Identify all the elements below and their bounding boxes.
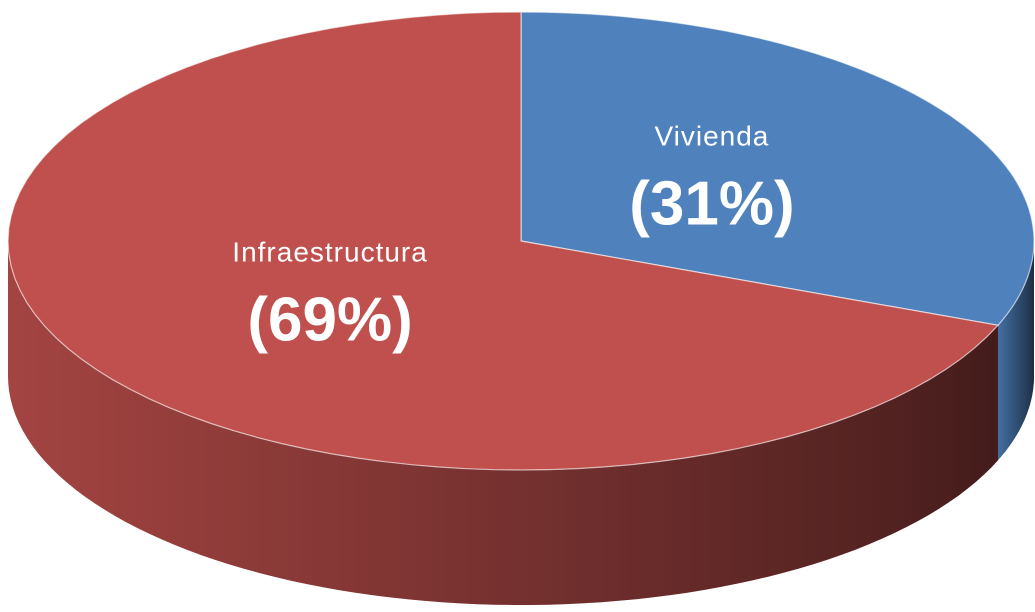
slice-side-shade: [8, 241, 998, 605]
slice: [7, 11, 1000, 471]
value-label: (31%): [629, 169, 794, 238]
slice-label: Infraestructura: [232, 236, 428, 267]
slice-side-shade: [998, 241, 1034, 461]
value-label: (69%): [247, 285, 412, 354]
slice: [520, 11, 1035, 326]
slice-label: Vivienda: [654, 120, 769, 151]
